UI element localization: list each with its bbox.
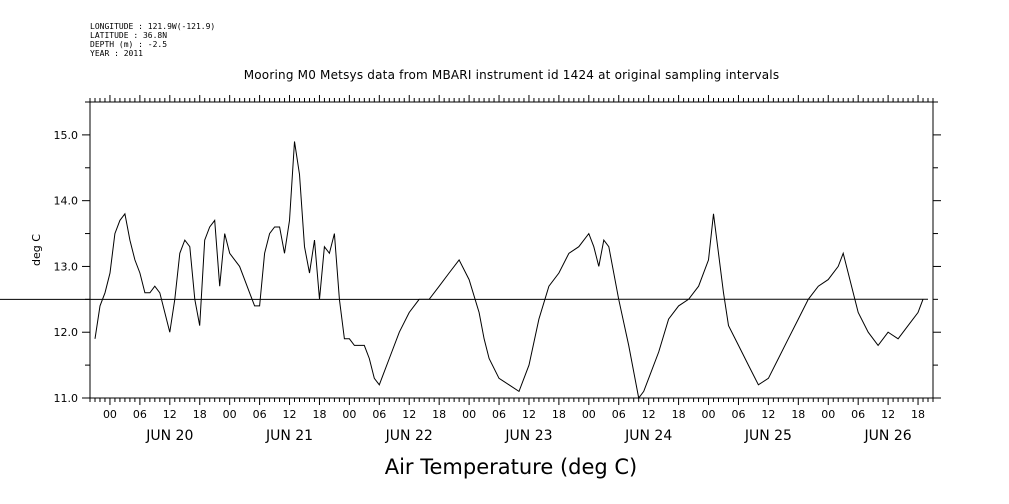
meta-latitude: LATITUDE : 36.8N <box>90 31 168 40</box>
plot-border <box>89 101 934 399</box>
x-tick-label: 18 <box>911 408 925 421</box>
x-day-label: JUN 26 <box>864 428 912 444</box>
x-tick-label: 06 <box>612 408 626 421</box>
meta-depth: DEPTH (m) : -2.5 <box>90 40 168 49</box>
x-tick-label: 18 <box>552 408 566 421</box>
y-axis-label: deg C <box>30 234 43 266</box>
x-tick-label: 00 <box>462 408 476 421</box>
x-tick-label: 06 <box>133 408 147 421</box>
x-tick-label: 00 <box>342 408 356 421</box>
x-tick-label: 12 <box>402 408 416 421</box>
x-axis-label: Air Temperature (deg C) <box>385 455 638 479</box>
x-tick-label: 06 <box>372 408 386 421</box>
x-tick-label: 18 <box>193 408 207 421</box>
x-tick-label: 06 <box>253 408 267 421</box>
x-tick-label: 06 <box>731 408 745 421</box>
x-tick-label: 12 <box>761 408 775 421</box>
meta-year: YEAR : 2011 <box>90 49 143 58</box>
x-tick-label: 12 <box>163 408 177 421</box>
x-tick-label: 18 <box>432 408 446 421</box>
x-day-label: JUN 21 <box>265 428 313 444</box>
x-tick-label: 12 <box>642 408 656 421</box>
y-tick-label: 13.0 <box>54 260 79 273</box>
axis-labels: deg C Air Temperature (deg C) <box>30 234 637 479</box>
x-tick-label: 00 <box>702 408 716 421</box>
meta-longitude: LONGITUDE : 121.9W(-121.9) <box>90 22 216 31</box>
x-day-label: JUN 20 <box>145 428 193 444</box>
x-tick-label: 12 <box>283 408 297 421</box>
x-day-label: JUN 25 <box>744 428 792 444</box>
x-tick-label: 00 <box>582 408 596 421</box>
series-line-air-temperature <box>0 141 929 400</box>
plot-frame <box>89 101 934 399</box>
metadata-block: LONGITUDE : 121.9W(-121.9) LATITUDE : 36… <box>90 22 215 58</box>
y-tick-label: 11.0 <box>54 392 79 405</box>
x-tick-label: 12 <box>881 408 895 421</box>
x-tick-label: 00 <box>223 408 237 421</box>
x-tick-label: 12 <box>522 408 536 421</box>
axis-ticks: 11.0 12.0 13.0 14.0 15.0 00 06 12 18 00 06 12 18 00 06… <box>54 95 941 444</box>
chart-title: Mooring M0 Metsys data from MBARI instru… <box>243 68 780 82</box>
x-tick-label: 18 <box>791 408 805 421</box>
x-tick-label: 00 <box>821 408 835 421</box>
x-tick-label: 18 <box>312 408 326 421</box>
x-day-label: JUN 23 <box>504 428 552 444</box>
x-day-label: JUN 22 <box>385 428 433 444</box>
x-tick-label: 18 <box>672 408 686 421</box>
y-tick-label: 12.0 <box>54 326 79 339</box>
x-day-label: JUN 24 <box>624 428 672 444</box>
x-tick-label: 00 <box>103 408 117 421</box>
x-tick-label: 06 <box>492 408 506 421</box>
x-tick-label: 06 <box>851 408 865 421</box>
y-tick-label: 15.0 <box>54 129 79 142</box>
y-tick-label: 14.0 <box>54 195 79 208</box>
